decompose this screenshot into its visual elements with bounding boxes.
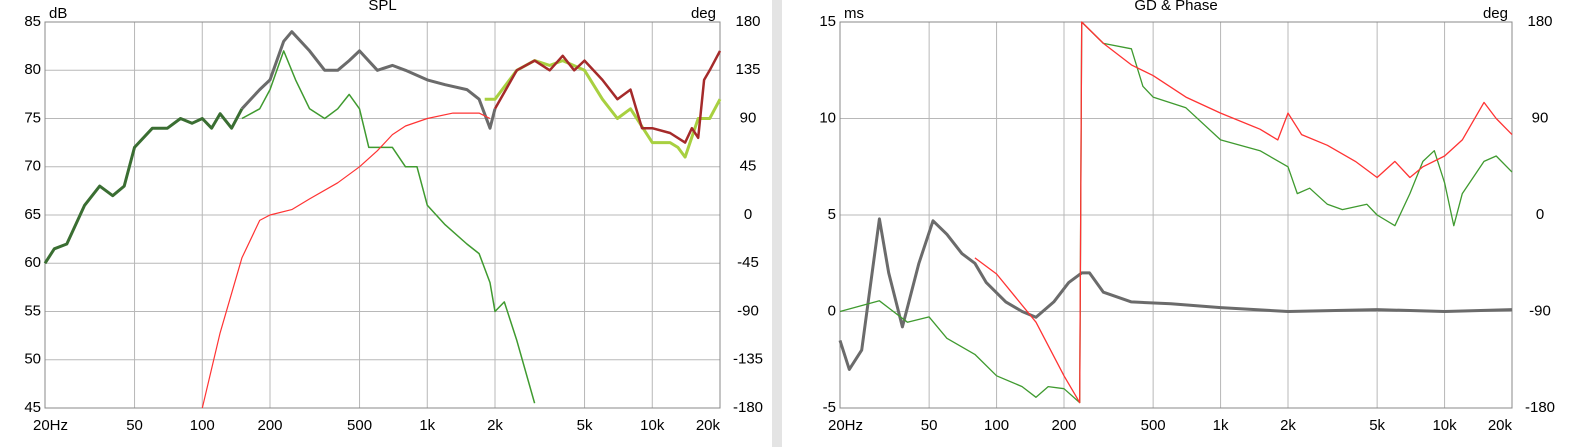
x-tick-label: 5k — [1369, 417, 1385, 434]
y-axis-unit: dB — [49, 5, 67, 22]
y-tick-label: 65 — [24, 206, 41, 223]
y-tick-label: 55 — [24, 302, 41, 319]
y-tick-label: 5 — [828, 206, 836, 223]
x-tick-label: 10k — [640, 417, 665, 434]
y2-tick-label: 180 — [1527, 13, 1552, 30]
x-tick-label: 10k — [1432, 417, 1457, 434]
y-tick-label: 85 — [24, 13, 41, 30]
y2-tick-label: 0 — [1536, 206, 1544, 223]
y-axis-unit: ms — [844, 5, 864, 22]
x-tick-label: 5k — [577, 417, 593, 434]
x-tick-label: 1k — [419, 417, 435, 434]
x-tick-label: 20Hz — [828, 417, 863, 434]
x-tick-label: 500 — [347, 417, 372, 434]
series-line — [240, 30, 497, 130]
series-line — [241, 50, 536, 404]
y2-tick-label: 180 — [735, 13, 760, 30]
y-tick-label: 60 — [24, 254, 41, 271]
y2-tick-label: 135 — [735, 61, 760, 78]
series-line — [838, 217, 1513, 371]
x-tick-label: 200 — [1051, 417, 1076, 434]
y-tick-label: 15 — [819, 13, 836, 30]
y2-tick-label: 45 — [740, 158, 757, 175]
y-tick-label: 80 — [24, 61, 41, 78]
x-tick-label: 500 — [1141, 417, 1166, 434]
x-tick-label: 200 — [257, 417, 282, 434]
series-line — [43, 108, 244, 265]
y2-tick-label: 90 — [740, 109, 757, 126]
chart-title: GD & Phase — [1134, 0, 1217, 14]
x-tick-label: 20k — [1488, 417, 1513, 434]
y2-tick-label: -90 — [737, 302, 759, 319]
y-tick-label: 70 — [24, 158, 41, 175]
y-tick-label: -5 — [823, 399, 836, 416]
y2-tick-label: 0 — [744, 206, 752, 223]
series-line — [201, 112, 491, 409]
y2-tick-label: -45 — [737, 254, 759, 271]
separator — [772, 0, 782, 447]
x-tick-label: 100 — [984, 417, 1009, 434]
y2-tick-label: -135 — [733, 351, 763, 368]
x-tick-label: 2k — [487, 417, 503, 434]
x-tick-label: 50 — [126, 417, 143, 434]
y-tick-label: 50 — [24, 351, 41, 368]
x-tick-label: 50 — [921, 417, 938, 434]
x-tick-label: 20k — [696, 417, 721, 434]
series-line — [839, 21, 1513, 404]
y2-tick-label: -180 — [733, 399, 763, 416]
series-line — [974, 21, 1513, 404]
y2-tick-label: 90 — [1532, 109, 1549, 126]
y2-tick-label: -90 — [1529, 302, 1551, 319]
series-line — [493, 50, 722, 144]
y2-axis-unit: deg — [1483, 5, 1508, 22]
x-tick-label: 100 — [190, 417, 215, 434]
y-tick-label: 0 — [828, 302, 836, 319]
plot-frame — [839, 21, 1513, 409]
x-tick-label: 20Hz — [33, 417, 68, 434]
spl-chart: SPL dB deg 20Hz 50 100 200 500 1k 2k 5k 10k 20k 45 50 5… — [24, 0, 763, 434]
x-tick-label: 1k — [1213, 417, 1229, 434]
y2-axis-unit: deg — [691, 5, 716, 22]
plot-frame — [44, 21, 721, 409]
y2-tick-label: -180 — [1525, 399, 1555, 416]
x-tick-label: 2k — [1280, 417, 1296, 434]
y-tick-label: 75 — [24, 109, 41, 126]
chart-title: SPL — [368, 0, 396, 14]
y-tick-label: 10 — [819, 109, 836, 126]
y-tick-label: 45 — [24, 399, 41, 416]
